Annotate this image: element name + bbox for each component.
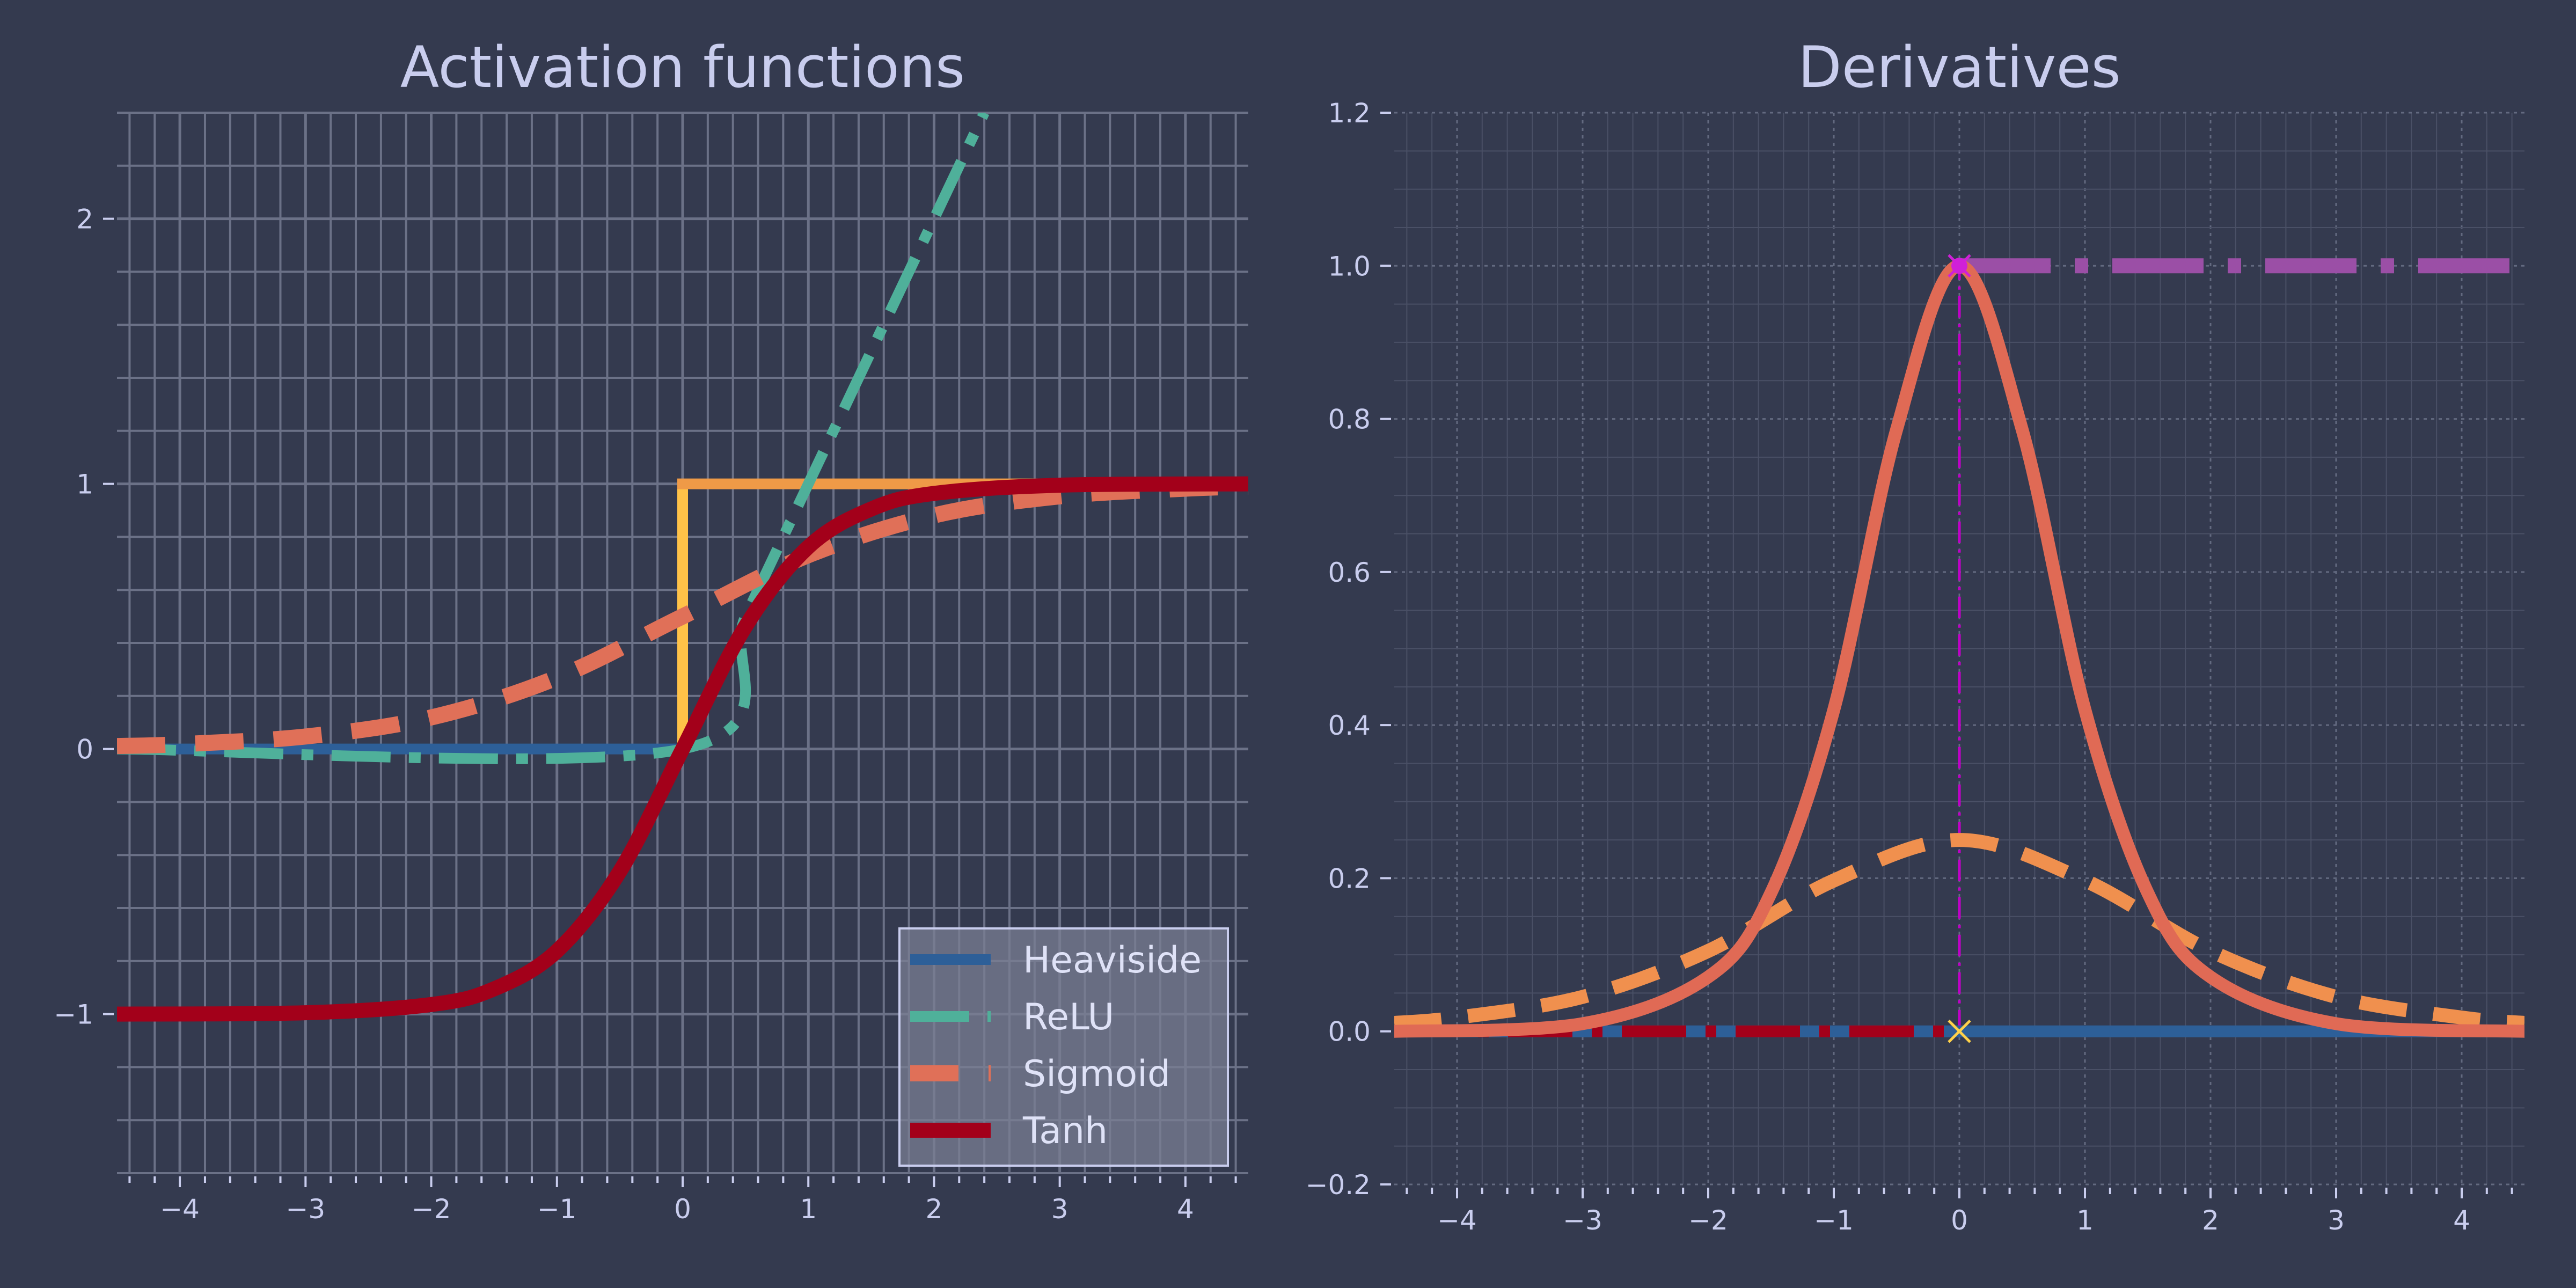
y-tick-label: 1.2 [1328, 98, 1371, 129]
x-tick-label: −2 [412, 1194, 451, 1225]
y-tick-label: 0 [76, 734, 93, 765]
point-marker [1948, 1019, 1971, 1043]
x-tick-label: 1 [800, 1194, 817, 1225]
x-tick-label: −4 [1437, 1205, 1477, 1236]
activation-functions-panel: −4 −3 −2 −1 0 1 2 3 4 −1 0 1 2 Activation functions He… [54, 34, 1248, 1225]
y-tick-label: 0.4 [1328, 710, 1371, 741]
x-tick-label: 3 [1051, 1194, 1069, 1225]
x-tick-label: −2 [1688, 1205, 1728, 1236]
derivatives-panel: −4 −3 −2 −1 0 1 2 3 4 −0.2 0.0 0.2 0.4 0.6 0.8 1.0 1.2 De… [1306, 34, 2524, 1236]
x-tick-label: −3 [1563, 1205, 1602, 1236]
series-tanh [117, 476, 1248, 1022]
x-tick-label: 2 [926, 1194, 943, 1225]
legend-box [898, 927, 1229, 1167]
x-tick-label: 2 [2202, 1205, 2219, 1236]
series-line-3 [1394, 833, 2524, 1030]
series-relu [117, 113, 990, 764]
series-sigmoid [117, 479, 1248, 755]
x-tick-label: 0 [1951, 1205, 1968, 1236]
axes: −4 −3 −2 −1 0 1 2 3 4 −1 0 1 2 [54, 204, 1237, 1225]
legend-label-sigmoid: Sigmoid [1023, 1053, 1170, 1095]
y-tick-label: 0.8 [1328, 404, 1371, 435]
x-tick-label: 4 [2453, 1205, 2470, 1236]
x-tick-label: 0 [674, 1194, 691, 1225]
x-tick-label: 4 [1177, 1194, 1194, 1225]
plot-area [117, 113, 1248, 1022]
y-tick-label: 0.2 [1328, 863, 1371, 894]
x-tick-label: 3 [2328, 1205, 2345, 1236]
y-tick-label: 0.6 [1328, 557, 1371, 588]
y-tick-label: 1 [76, 469, 93, 500]
y-tick-label: 0.0 [1328, 1016, 1371, 1048]
grid [1394, 112, 2524, 1185]
legend: Heaviside ReLU Sigmoid Tanh [898, 927, 1229, 1167]
chart-title: Activation functions [400, 34, 965, 100]
x-tick-label: 1 [2076, 1205, 2094, 1236]
x-tick-label: −1 [537, 1194, 577, 1225]
x-tick-label: −4 [160, 1194, 200, 1225]
chart-title: Derivatives [1798, 34, 2121, 100]
y-tick-label: −0.2 [1306, 1169, 1371, 1201]
x-tick-label: −1 [1814, 1205, 1854, 1236]
y-tick-label: 1.0 [1328, 251, 1371, 282]
legend-label-heaviside: Heaviside [1023, 939, 1202, 982]
legend-label-tanh: Tanh [1022, 1110, 1108, 1152]
x-tick-label: −3 [286, 1194, 325, 1225]
legend-label-relu: ReLU [1023, 996, 1114, 1038]
y-tick-label: 2 [76, 204, 93, 235]
y-tick-label: −1 [54, 999, 93, 1030]
point-marker [1948, 254, 1971, 278]
axes: −4 −3 −2 −1 0 1 2 3 4 −0.2 0.0 0.2 0.4 0.6 0.8 1.0 1.2 [1306, 98, 2513, 1236]
